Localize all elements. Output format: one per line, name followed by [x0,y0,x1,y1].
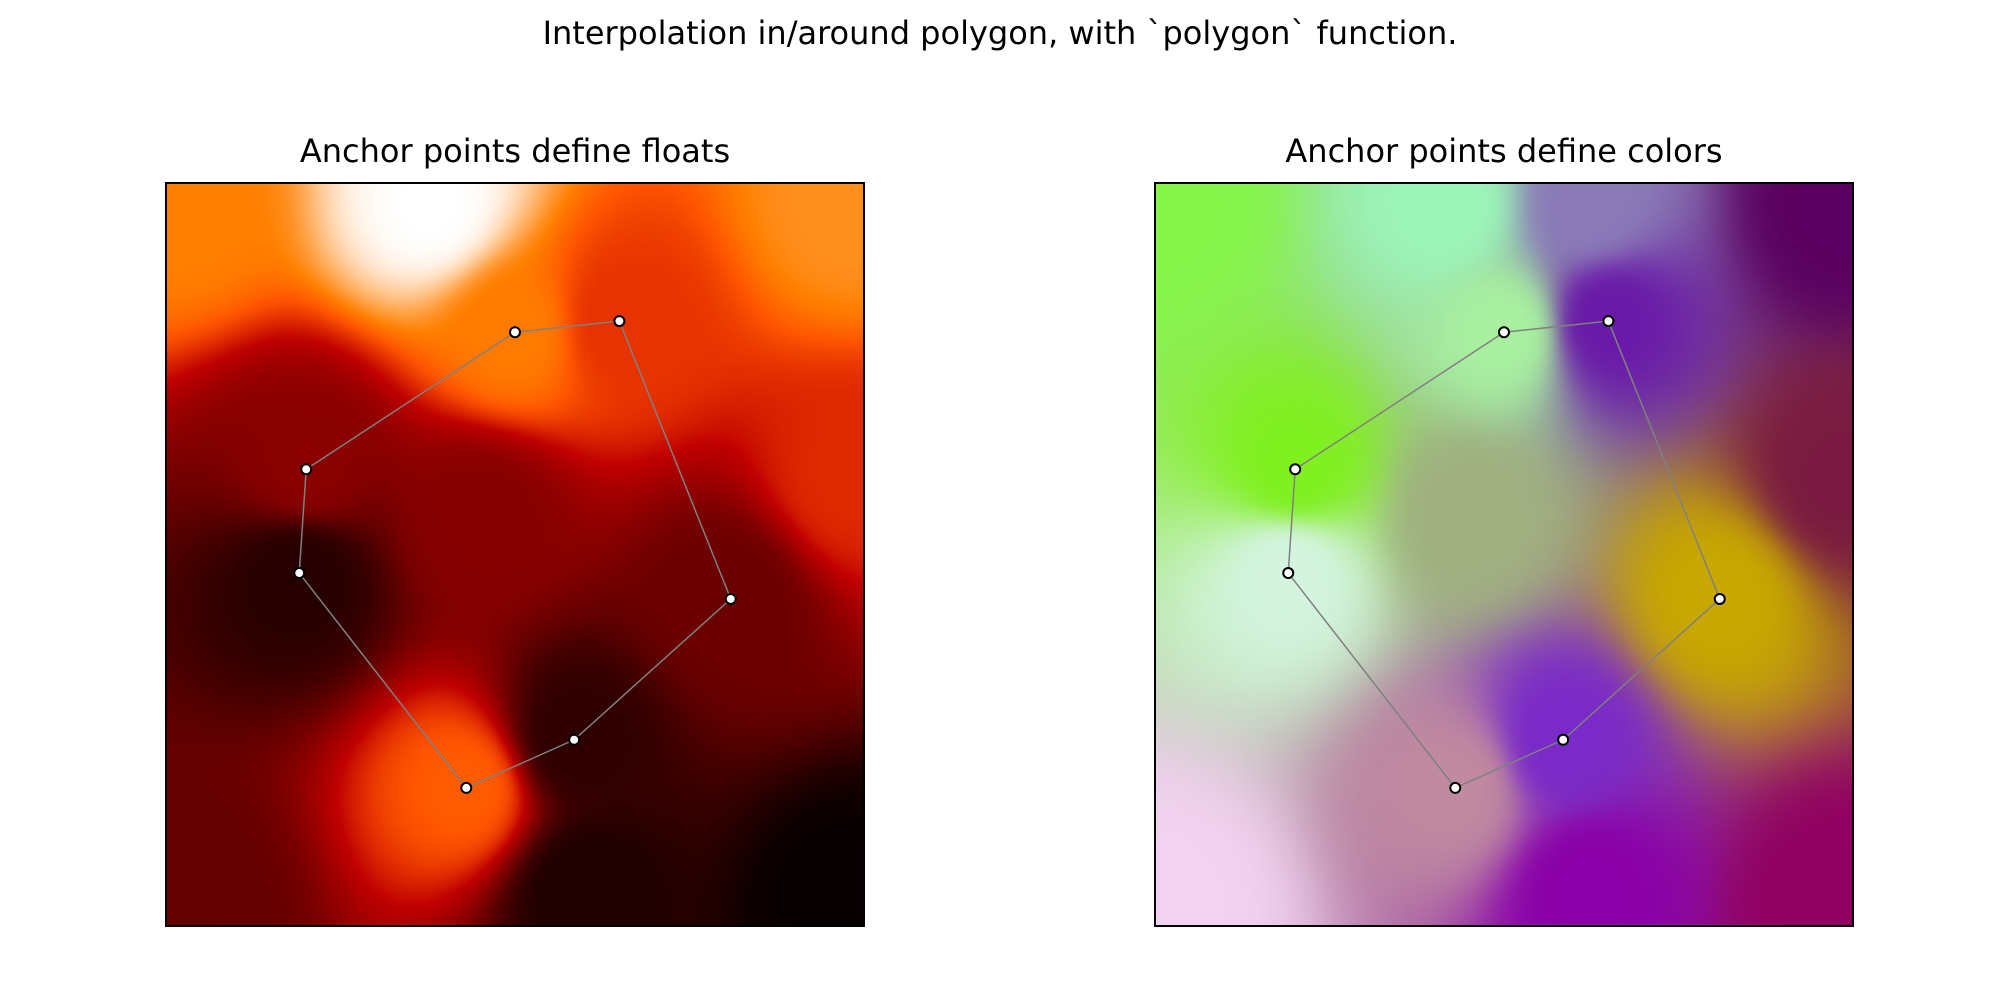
anchor-point-1 [1498,326,1510,339]
float-panel-title: Anchor points define floats [299,132,731,170]
float-heatmap-axes [165,182,865,927]
color-heatmap [1156,184,1852,925]
polygon-outline [1287,320,1721,789]
anchor-point-5 [460,781,473,794]
float-polygon-overlay [293,315,737,794]
polygon-outline [298,320,732,789]
anchor-point-1 [509,326,521,339]
anchor-point-7 [300,463,313,476]
anchor-point-2 [1602,315,1615,328]
color-heatmap-axes [1154,182,1854,927]
anchor-point-6 [293,567,306,580]
float-panel: Anchor points define floats [165,0,865,1000]
anchor-point-4 [1557,733,1570,746]
anchor-point-3 [724,592,737,605]
color-panel: Anchor points define colors [1154,0,1854,1000]
figure-title: Interpolation in/around polygon, with `p… [542,14,1458,52]
anchor-point-2 [613,315,626,328]
anchor-point-7 [1289,463,1302,476]
anchor-point-6 [1282,567,1295,580]
anchor-point-4 [568,733,581,746]
color-panel-title: Anchor points define colors [1285,132,1723,170]
float-heatmap [167,184,863,925]
anchor-point-3 [1713,592,1726,605]
anchor-point-5 [1449,781,1462,794]
color-polygon-overlay [1282,315,1726,794]
